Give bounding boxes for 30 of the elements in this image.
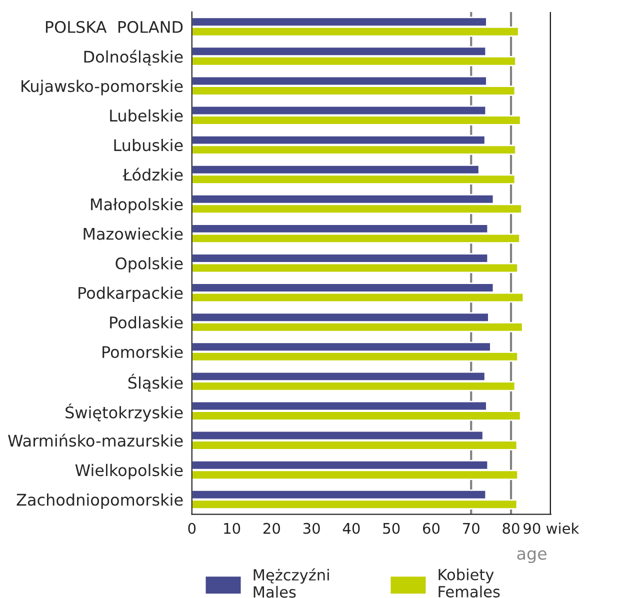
- x-tick-label: 70: [463, 522, 480, 534]
- x-tick-label: 30: [303, 522, 320, 534]
- y-tick-label: Warmińsko-mazurskie: [8, 434, 183, 447]
- y-tick-label: Opolskie: [116, 257, 183, 273]
- x-tick-label: 50: [383, 522, 400, 534]
- y-tick-label: Świętokrzyskie: [66, 403, 183, 422]
- y-tick-label: Zachodniopomorskie: [16, 493, 183, 509]
- legend-label: Kobiety Females: [438, 568, 500, 598]
- y-tick-label: Łódzkie: [122, 168, 183, 181]
- legend-label: Mężczyźni Males: [254, 568, 329, 598]
- y-tick-label: Podlaskie: [110, 316, 183, 329]
- y-tick-label: Pomorskie: [102, 346, 183, 358]
- y-tick-label: Mazowieckie: [84, 228, 183, 240]
- y-tick-label: Lubuskie: [114, 138, 183, 152]
- y-tick-label: Podkarpackie: [78, 286, 183, 302]
- y-tick-label: Małopolskie: [91, 198, 183, 214]
- y-tick-label: Kujawsko-pomorskie: [22, 80, 183, 96]
- y-tick-label: Dolnośląskie: [84, 50, 183, 66]
- x-tick-label: 80: [502, 522, 520, 534]
- y-tick-label: Śląskie: [128, 374, 183, 392]
- x-tick-label: 10: [224, 522, 240, 534]
- x-tick-label: 40: [342, 522, 360, 534]
- x-tick-label: 90 wiek: [524, 522, 580, 534]
- y-tick-label: Lubelskie: [110, 109, 183, 122]
- x-axis-title: age: [517, 550, 546, 564]
- y-tick-label: Wielkopolskie: [75, 464, 183, 480]
- x-tick-label: 20: [263, 522, 280, 534]
- x-tick-label: 0: [188, 522, 196, 534]
- x-tick-label: 60: [422, 522, 440, 534]
- y-tick-label: POLSKA POLAND: [46, 20, 183, 34]
